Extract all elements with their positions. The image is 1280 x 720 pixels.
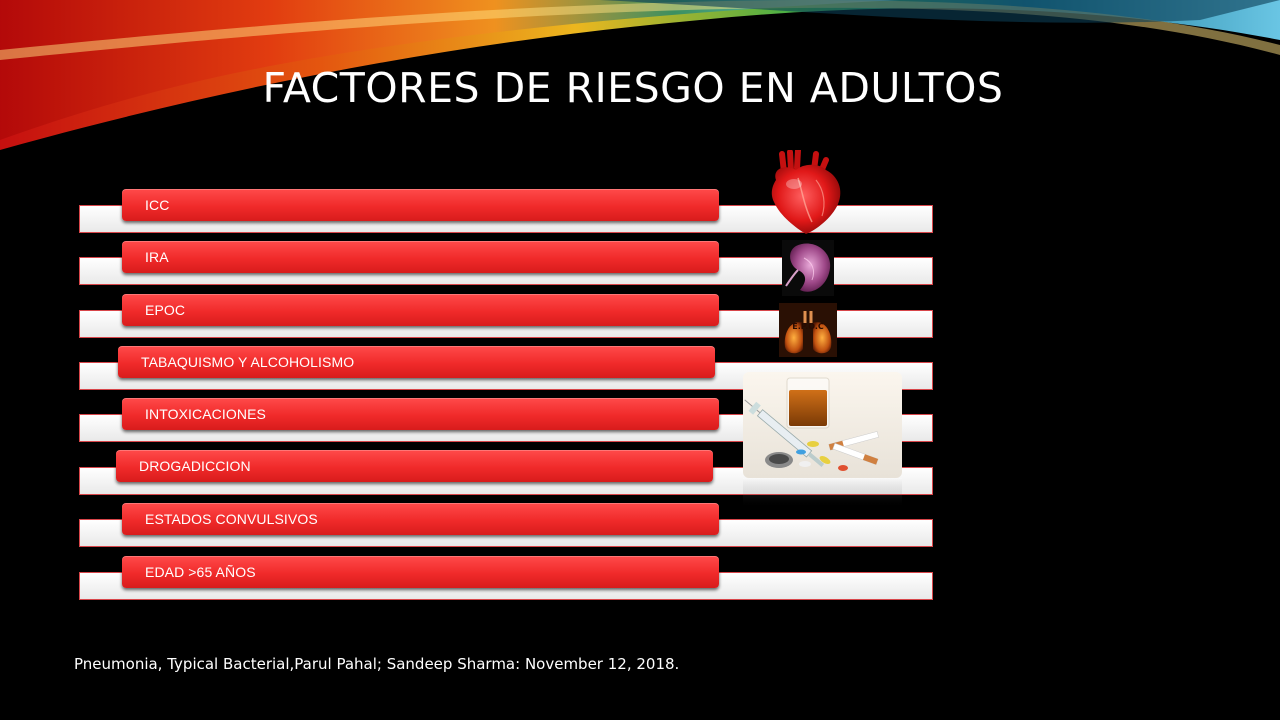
- risk-factor-item: TABAQUISMO Y ALCOHOLISMO: [118, 346, 715, 378]
- kidney-image: [782, 240, 834, 296]
- citation: Pneumonia, Typical Bacterial,Parul Pahal…: [74, 655, 680, 673]
- risk-factor-item: IRA: [122, 241, 719, 273]
- risk-factor-item: ICC: [122, 189, 719, 221]
- drugs-alcohol-image: [743, 372, 902, 508]
- lungs-caption: E.P.O.C: [792, 322, 824, 331]
- risk-factor-item: EPOC: [122, 294, 719, 326]
- risk-factor-item: EDAD >65 AÑOS: [122, 556, 719, 588]
- slide-title: FACTORES DE RIESGO EN ADULTOS: [262, 64, 1004, 112]
- lungs-image: E.P.O.C: [779, 303, 837, 357]
- risk-factor-item: INTOXICACIONES: [122, 398, 719, 430]
- risk-factor-item: DROGADICCION: [116, 450, 713, 482]
- decorative-swoosh: [0, 0, 1280, 150]
- lungs-graphic: [779, 303, 837, 357]
- risk-factor-item: ESTADOS CONVULSIVOS: [122, 503, 719, 535]
- heart-image: [771, 150, 841, 234]
